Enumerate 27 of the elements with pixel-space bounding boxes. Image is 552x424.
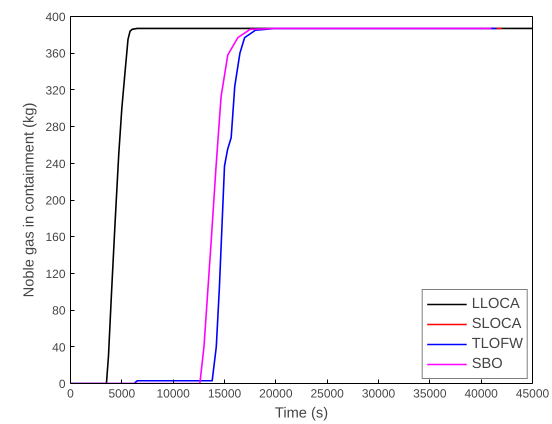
x-tick-label: 45000 (516, 386, 550, 400)
y-axis-title: Noble gas in containment (kg) (21, 102, 38, 298)
x-tick-label: 35000 (413, 386, 447, 400)
x-tick-label: 40000 (464, 386, 498, 400)
y-tick-label: 120 (45, 266, 66, 281)
x-tick-label: 15000 (208, 386, 242, 400)
y-tick-label: 160 (45, 230, 66, 244)
x-tick-label: 25000 (310, 386, 344, 400)
x-tick-label: 5000 (108, 386, 136, 400)
x-tick-label: 0 (67, 386, 74, 400)
legend-label: SLOCA (472, 316, 522, 332)
legend-label: TLOFW (472, 336, 523, 352)
x-tick-label: 10000 (156, 386, 190, 400)
y-tick-label: 200 (45, 194, 66, 208)
y-tick-label: 0 (58, 377, 66, 391)
y-tick-label: 40 (52, 340, 66, 354)
y-tick-label: 280 (45, 120, 66, 134)
y-tick-label: 240 (45, 156, 66, 171)
x-tick-label: 20000 (259, 386, 293, 400)
legend-label: SBO (472, 356, 503, 372)
y-tick-label: 400 (45, 10, 66, 24)
y-tick-label: 320 (45, 83, 66, 98)
x-axis-title: Time (s) (274, 406, 328, 422)
y-tick-label: 360 (45, 46, 66, 61)
legend-label: LLOCA (472, 296, 520, 312)
y-tick-label: 80 (52, 304, 66, 318)
x-tick-label: 30000 (362, 386, 396, 400)
